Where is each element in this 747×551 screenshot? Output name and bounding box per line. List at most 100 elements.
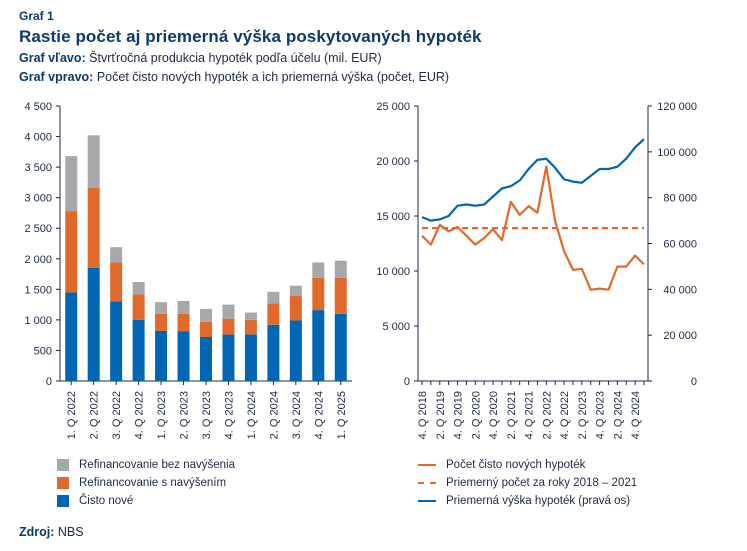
left-x-tick-label: 2. Q 2022	[89, 391, 101, 439]
legend-item-refin-bez: Refinancovanie bez navýšenia	[57, 459, 235, 471]
bar-segment	[177, 313, 190, 332]
right-chart-x-tick-label: 2. Q 2023	[577, 391, 589, 439]
legend-label: Priemerná výška hypoték (pravá os)	[446, 495, 631, 507]
bar-segment	[177, 331, 190, 381]
right-chart-x-tick-label: 4. Q 2023	[595, 391, 607, 439]
right-chart-x-tick-label: 2. Q 2021	[506, 391, 518, 439]
right-chart-right-tick-label: 0	[691, 376, 697, 388]
bar-segment	[222, 334, 235, 381]
legend-line-dashed	[418, 482, 436, 484]
legend-line-orange	[418, 464, 436, 466]
legend-item-pocet: Počet čisto nových hypoték	[418, 459, 585, 471]
legend-label: Počet čisto nových hypoték	[446, 459, 586, 471]
left-x-tick-label: 4. Q 2024	[313, 391, 325, 439]
legend-swatch-gray	[57, 459, 69, 471]
legend-swatch-orange	[57, 477, 69, 489]
bar-segment	[110, 262, 123, 302]
source-text: NBS	[57, 525, 84, 539]
legend-item-priemer: Priemerný počet za roky 2018 – 2021	[418, 477, 637, 489]
bar-segment	[200, 337, 212, 381]
left-x-tick-label: 2. Q 2024	[268, 391, 280, 439]
right-chart-right-tick-label: 120 000	[657, 101, 697, 113]
right-chart-x-tick-label: 2. Q 2024	[612, 391, 624, 439]
bar-segment	[267, 291, 280, 304]
bar-segment	[155, 302, 168, 314]
bar-segment	[110, 301, 123, 381]
right-chart-left-tick-label: 25 000	[376, 101, 410, 113]
right-chart-x-tick-label: 4. Q 2024	[630, 391, 642, 439]
legend-item-cisto-nove: Čisto nové	[57, 495, 133, 507]
right-chart-x-tick-label: 2. Q 2022	[541, 391, 553, 439]
bar-segment	[222, 304, 235, 319]
left-y-tick-label: 500	[34, 345, 52, 357]
bar-segment	[244, 334, 257, 381]
left-x-tick-label: 1. Q 2025	[336, 391, 348, 439]
legend-line-blue	[418, 500, 436, 502]
bar-segment	[312, 310, 325, 381]
left-y-tick-label: 2 000	[24, 254, 52, 266]
source-prefix: Zdroj:	[19, 525, 55, 539]
source-note: Zdroj: NBS	[19, 525, 84, 539]
bar-segment	[334, 260, 347, 278]
legend-item-refin-s: Refinancovanie s navýšením	[57, 477, 226, 489]
right-chart-left-tick-label: 15 000	[376, 211, 410, 223]
right-chart-left-tick-label: 20 000	[376, 156, 410, 168]
right-chart-left-tick-label: 5 000	[382, 321, 410, 333]
left-x-tick-label: 4. Q 2023	[223, 391, 235, 439]
left-y-tick-label: 2 500	[24, 223, 52, 235]
left-x-tick-label: 3. Q 2022	[111, 391, 123, 439]
bar-segment	[155, 330, 168, 381]
left-y-tick-label: 4 500	[24, 101, 52, 113]
right-chart-left-tick-label: 0	[404, 376, 410, 388]
bar-segment	[155, 313, 168, 331]
bar-segment	[65, 292, 78, 381]
bar-segment	[334, 277, 347, 314]
right-chart-x-tick-label: 4. Q 2021	[524, 391, 536, 439]
bar-segment	[65, 156, 78, 212]
legend-label: Priemerný počet za roky 2018 – 2021	[446, 477, 638, 489]
right-chart-x-tick-label: 2. Q 2020	[470, 391, 482, 439]
left-y-tick-label: 0	[46, 376, 52, 388]
left-x-tick-label: 1. Q 2024	[246, 391, 258, 439]
bar-segment	[267, 324, 280, 381]
left-x-tick-label: 3. Q 2024	[291, 391, 303, 439]
bar-segment	[334, 313, 347, 381]
left-x-tick-label: 4. Q 2022	[134, 391, 146, 439]
left-caption-prefix: Graf vľavo:	[19, 51, 86, 65]
right-chart-x-tick-label: 4. Q 2020	[488, 391, 500, 439]
left-x-tick-label: 3. Q 2023	[201, 391, 213, 439]
right-chart-right-tick-label: 80 000	[663, 193, 697, 205]
bar-segment	[87, 267, 100, 381]
bar-segment	[200, 321, 212, 337]
new-mortgage-count-line	[421, 165, 645, 291]
bar-segment	[110, 247, 123, 263]
bar-segment	[289, 285, 302, 297]
bar-segment	[132, 282, 145, 295]
right-chart-right-tick-label: 60 000	[663, 239, 697, 251]
right-caption-text: Počet čisto nových hypoték a ich priemer…	[96, 70, 450, 84]
legend-swatch-blue	[57, 495, 69, 507]
right-chart-right-tick-label: 100 000	[657, 147, 697, 159]
bar-segment	[312, 262, 325, 278]
left-x-tick-label: 1. Q 2022	[66, 391, 78, 439]
bar-segment	[132, 319, 145, 381]
bar-segment	[177, 300, 190, 314]
left-x-tick-label: 1. Q 2023	[156, 391, 168, 439]
bar-segment	[289, 320, 302, 381]
figure-label: Graf 1	[19, 9, 54, 23]
page-title: Rastie počet aj priemerná výška poskytov…	[19, 27, 482, 46]
left-y-tick-label: 3 500	[24, 162, 52, 174]
right-chart-right-tick-label: 40 000	[663, 284, 697, 296]
right-chart-right-tick-label: 20 000	[663, 330, 697, 342]
legend-label: Refinancovanie bez navýšenia	[79, 459, 235, 471]
bar-segment	[312, 277, 325, 311]
right-chart-caption: Graf vpravo: Počet čisto nových hypoték …	[19, 70, 449, 84]
left-caption-text: Štvrťročná produkcia hypoték podľa účelu…	[89, 51, 382, 65]
left-chart-caption: Graf vľavo: Štvrťročná produkcia hypoték…	[19, 51, 382, 65]
average-amount-line	[421, 138, 645, 222]
bar-segment	[65, 211, 78, 293]
left-y-tick-label: 3 000	[24, 193, 52, 205]
bar-segment	[200, 308, 212, 322]
bar-segment	[87, 135, 100, 188]
